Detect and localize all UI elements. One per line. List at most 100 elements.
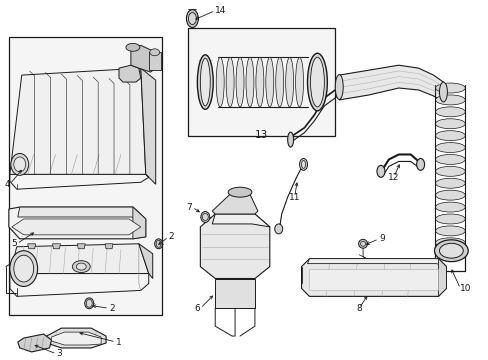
Ellipse shape (287, 132, 293, 147)
Ellipse shape (275, 57, 283, 107)
Polygon shape (200, 214, 269, 279)
Ellipse shape (126, 43, 140, 51)
Ellipse shape (434, 240, 468, 262)
Text: 14: 14 (215, 6, 226, 15)
Ellipse shape (76, 263, 86, 270)
Ellipse shape (439, 243, 462, 258)
Bar (309, 269, 438, 291)
Ellipse shape (245, 57, 253, 107)
Ellipse shape (202, 213, 208, 220)
Polygon shape (10, 244, 148, 274)
Ellipse shape (435, 226, 464, 236)
Ellipse shape (439, 82, 447, 102)
Ellipse shape (84, 298, 94, 309)
Polygon shape (339, 65, 443, 102)
Text: 2: 2 (109, 304, 115, 313)
Text: 11: 11 (288, 193, 300, 202)
Text: 13: 13 (255, 130, 268, 140)
Polygon shape (18, 207, 145, 219)
Polygon shape (12, 219, 141, 235)
Ellipse shape (86, 300, 92, 307)
Ellipse shape (197, 55, 213, 109)
Polygon shape (105, 244, 113, 249)
Text: 1: 1 (116, 338, 122, 347)
Text: 6: 6 (194, 304, 200, 313)
Text: 3: 3 (56, 350, 62, 359)
Text: 9: 9 (378, 234, 384, 243)
Ellipse shape (307, 53, 326, 111)
Ellipse shape (14, 255, 34, 282)
Ellipse shape (435, 178, 464, 188)
Bar (188, 28, 335, 136)
Text: 8: 8 (355, 304, 361, 313)
Ellipse shape (301, 161, 305, 168)
Polygon shape (10, 154, 145, 174)
Polygon shape (46, 328, 106, 348)
Ellipse shape (188, 13, 196, 24)
Ellipse shape (265, 57, 273, 107)
Text: 4: 4 (4, 180, 10, 189)
Polygon shape (77, 244, 85, 249)
Ellipse shape (435, 83, 464, 93)
Polygon shape (10, 261, 148, 274)
Polygon shape (301, 259, 446, 296)
Polygon shape (212, 194, 257, 214)
Ellipse shape (255, 57, 264, 107)
Polygon shape (133, 207, 145, 239)
Ellipse shape (435, 190, 464, 200)
Ellipse shape (435, 202, 464, 212)
Ellipse shape (435, 238, 464, 248)
Text: 12: 12 (387, 173, 399, 182)
Ellipse shape (236, 57, 244, 107)
Polygon shape (307, 259, 446, 267)
Polygon shape (10, 68, 145, 174)
Ellipse shape (435, 107, 464, 117)
Ellipse shape (72, 261, 90, 273)
Text: 2: 2 (168, 232, 174, 241)
Ellipse shape (376, 165, 384, 177)
Ellipse shape (225, 57, 234, 107)
Polygon shape (52, 244, 61, 249)
Ellipse shape (10, 251, 38, 287)
Bar (148, 52, 161, 70)
Polygon shape (9, 207, 145, 239)
Ellipse shape (216, 57, 224, 107)
Ellipse shape (285, 57, 293, 107)
Ellipse shape (186, 10, 198, 27)
Ellipse shape (358, 239, 367, 248)
Text: 7: 7 (186, 203, 192, 212)
Text: 10: 10 (459, 284, 471, 293)
Ellipse shape (201, 212, 209, 222)
Ellipse shape (435, 214, 464, 224)
Ellipse shape (200, 58, 210, 106)
Ellipse shape (435, 154, 464, 165)
Ellipse shape (435, 131, 464, 141)
Ellipse shape (435, 166, 464, 176)
Ellipse shape (149, 49, 160, 56)
Ellipse shape (435, 143, 464, 153)
Polygon shape (131, 45, 158, 72)
Polygon shape (51, 332, 101, 345)
Ellipse shape (416, 158, 424, 170)
Ellipse shape (14, 157, 26, 172)
Ellipse shape (310, 57, 324, 107)
Bar (9, 37, 162, 315)
Ellipse shape (435, 119, 464, 129)
Ellipse shape (335, 75, 343, 99)
Text: 5: 5 (11, 239, 17, 248)
Ellipse shape (360, 241, 365, 246)
Ellipse shape (274, 224, 282, 234)
Ellipse shape (11, 153, 29, 175)
Polygon shape (438, 259, 446, 296)
Ellipse shape (228, 187, 251, 197)
Ellipse shape (154, 239, 163, 249)
Ellipse shape (299, 158, 307, 170)
Ellipse shape (295, 57, 303, 107)
Ellipse shape (435, 95, 464, 105)
Polygon shape (119, 65, 141, 82)
Polygon shape (141, 68, 155, 184)
Polygon shape (18, 334, 51, 352)
Polygon shape (215, 279, 254, 308)
Ellipse shape (156, 240, 161, 247)
Polygon shape (28, 244, 36, 249)
